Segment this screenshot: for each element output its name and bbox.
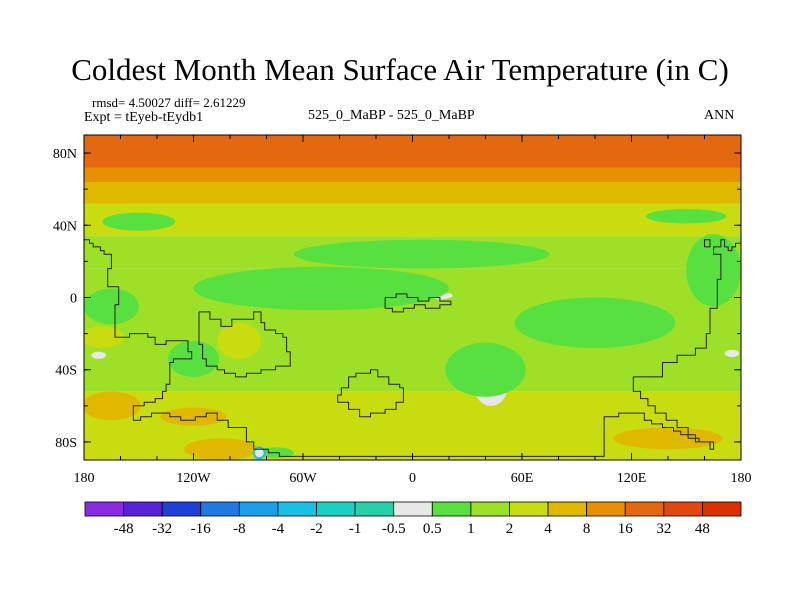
y-tick-label: 0 [70,292,77,307]
colorbar-label: 4 [544,521,552,537]
colorbar-box [509,501,549,517]
temperature-patch [160,407,227,426]
colorbar-label: -16 [191,521,211,537]
temperature-band [84,203,741,237]
temperature-patch [217,322,262,359]
temperature-patch [102,212,176,231]
colorbar-label: 1 [467,521,475,537]
colorbar-label: -2 [310,521,323,537]
temperature-patch [84,391,141,421]
colorbar-box [470,501,510,517]
x-tick-label: 60W [289,471,317,486]
y-tick-label: 40N [53,219,77,234]
colorbar-box [586,501,626,517]
colorbar-box [354,501,395,517]
temperature-patch [613,427,723,450]
chart-title: Coldest Month Mean Surface Air Temperatu… [71,52,729,87]
temperature-patch [514,297,676,349]
colorbar-label: 0.5 [423,521,442,537]
temperature-patch [252,446,266,460]
temperature-patch [184,438,258,460]
subtitle-label: 525_0_MaBP - 525_0_MaBP [308,108,475,123]
colorbar-label: -8 [233,521,246,537]
colorbar-box [624,501,665,517]
y-tick-label: 80N [53,147,77,162]
colorbar-label: 16 [618,521,634,537]
colorbar-box [547,501,588,517]
temperature-patch [91,351,106,359]
colorbar-box [663,501,703,517]
east-island-outline [704,239,711,248]
y-tick-label: 80S [55,436,77,451]
temperature-patch [445,342,526,397]
colorbar-label: -4 [272,521,285,537]
colorbar-box [393,501,433,517]
colorbar-label: -1 [349,521,362,537]
x-tick-label: 0 [409,471,416,486]
experiment-label: Expt = tEyeb-tEydb1 [84,110,204,125]
temperature-band [84,181,741,204]
colorbar-label: -48 [114,521,134,537]
colorbar-box [238,501,279,517]
colorbar-box [316,501,356,517]
x-tick-label: 120W [176,471,211,486]
temperature-band [84,167,741,182]
colorbar-label: 8 [583,521,591,537]
equator-outline [384,293,452,313]
x-tick-label: 60E [511,471,534,486]
colorbar-box [123,501,163,517]
temperature-patch [167,340,220,377]
season-label: ANN [704,108,735,123]
colorbar-label: -32 [152,521,172,537]
colorbar-box [161,501,202,517]
temperature-patch [84,326,125,349]
pangea-outline [84,239,741,457]
temperature-patch [193,266,449,311]
colorbar-box [200,501,240,517]
x-tick-label: 180 [74,471,95,486]
colorbar-label: 48 [695,521,710,537]
colorbar-box [277,501,317,517]
central-east-outline [337,369,404,418]
temperature-patch [293,239,550,269]
colorbar-box [84,501,124,517]
x-tick-label: 120E [617,471,647,486]
y-tick-label: 40S [55,364,77,379]
temperature-patch [686,234,741,307]
x-tick-label: 180 [731,471,752,486]
temperature-patch [646,209,727,224]
colorbar-label: -0.5 [382,521,406,537]
colorbar-box [431,501,472,517]
temperature-patch [724,349,740,358]
stats-label: rmsd= 4.50027 diff= 2.61229 [92,95,246,110]
colorbar-label: 2 [506,521,514,537]
colorbar-label: 32 [656,521,671,537]
colorbar-box [702,501,742,517]
temperature-patch [84,288,139,325]
central-west-outline [198,311,291,378]
